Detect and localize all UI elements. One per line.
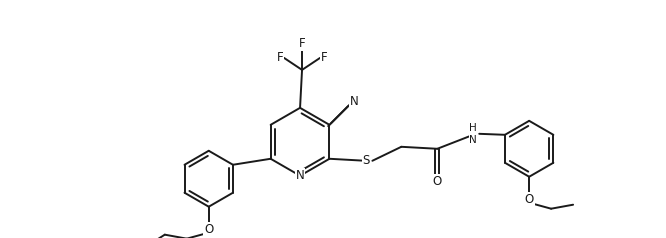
Text: N: N: [296, 169, 304, 182]
Text: F: F: [321, 51, 327, 64]
Text: O: O: [433, 175, 442, 188]
Text: O: O: [525, 193, 533, 206]
Text: S: S: [363, 154, 370, 167]
Text: H
N: H N: [470, 123, 477, 145]
Text: F: F: [277, 51, 284, 64]
Text: O: O: [204, 223, 213, 236]
Text: F: F: [299, 37, 305, 50]
Text: N: N: [350, 94, 358, 108]
